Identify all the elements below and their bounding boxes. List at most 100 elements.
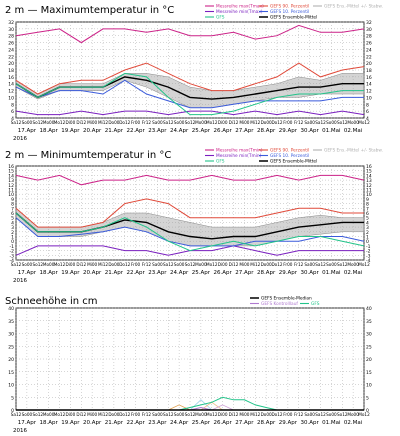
legend-label: Messreihe min(Tmin) (216, 153, 262, 159)
x-time-label: Mi12 (250, 412, 260, 417)
y-tick-label-right: 1 (366, 235, 369, 241)
x-time-label: Sa00 (152, 262, 163, 267)
y-tick-label-right: 10 (366, 383, 372, 389)
y-tick-label: 32 (8, 20, 14, 26)
x-time-label: Fr12 (142, 120, 151, 125)
x-time-label: Fr12 (142, 262, 151, 267)
x-time-label: Di12 (76, 412, 86, 417)
y-tick-label-right: 16 (366, 75, 372, 81)
y-tick-label: 28 (8, 34, 14, 40)
x-time-label: Mo00 (43, 412, 55, 417)
legend-label: Messreihe max(Tmax) (216, 4, 264, 10)
x-date-label: 18.Apr (39, 128, 58, 134)
chart-title-snow: Schneehöhe in cm (5, 296, 98, 307)
y-tick-label: 6 (11, 109, 14, 115)
x-time-label: Do00 (108, 412, 119, 417)
y-tick-label-right: 16 (366, 164, 372, 170)
x-time-label: Mi12 (98, 262, 108, 267)
x-time-label: Sa12 (11, 120, 22, 125)
y-tick-label: 8 (11, 202, 14, 208)
ensemble-member-line (211, 404, 234, 411)
y-tick-label-right: 5 (366, 395, 369, 401)
x-time-label: So12 (185, 412, 196, 417)
x-time-label: So00 (326, 262, 337, 267)
x-time-label: Sa00 (304, 262, 315, 267)
year-label: 2016 (13, 136, 27, 142)
x-date-label: 21.Apr (105, 270, 124, 276)
x-time-label: Sa12 (163, 120, 174, 125)
x-time-label: Mo00 (195, 412, 207, 417)
x-date-label: 28.Apr (257, 420, 276, 426)
x-date-label: 28.Apr (257, 128, 276, 134)
y-tick-label-right: 14 (366, 173, 372, 179)
x-time-label: Sa12 (315, 262, 326, 267)
y-tick-label: 20 (8, 61, 14, 67)
legend-label: GEFS Kontrolllauf (261, 301, 298, 307)
x-time-label: Sa12 (11, 412, 22, 417)
x-time-label: Mo00 (347, 412, 359, 417)
x-date-label: 26.Apr (213, 420, 232, 426)
y-tick-label: 14 (8, 82, 14, 88)
y-tick-label: 1 (11, 235, 14, 241)
x-date-label: 22.Apr (126, 128, 145, 134)
x-date-label: 27.Apr (235, 420, 254, 426)
x-time-label: Do12 (271, 412, 282, 417)
x-time-label: Do00 (108, 120, 119, 125)
x-time-label: Mo12 (54, 262, 66, 267)
y-tick-label: 8 (11, 102, 14, 108)
x-date-label: 29.Apr (279, 128, 298, 134)
chart-tmin: -4 -4-3 -3-2 -2-1 -10 01 12 23 34 45 56 67 78 89 910 10… (8, 148, 383, 284)
chart-title-tmax: 2 m — Maximumtemperatur in °C (5, 5, 175, 16)
y-tick-label-right: 15 (366, 169, 372, 175)
x-time-label: So12 (337, 262, 348, 267)
y-tick-label: 30 (8, 332, 14, 338)
y-tick-label-right: 35 (366, 319, 372, 325)
x-time-label: Di00 (66, 412, 76, 417)
x-time-label: Mi00 (239, 262, 249, 267)
y-tick-label: 0 (11, 239, 14, 245)
x-date-label: 25.Apr (192, 128, 211, 134)
y-tick-label-right: 28 (366, 34, 372, 40)
y-tick-label-right: 0 (366, 408, 369, 414)
y-tick-label-right: 20 (366, 61, 372, 67)
x-time-label: So12 (32, 262, 43, 267)
x-time-label: So12 (32, 412, 43, 417)
legend-label: GEFS Ensemble-Median (261, 296, 312, 302)
x-date-label: 27.Apr (235, 128, 254, 134)
x-date-label: 01.Mai (322, 270, 341, 276)
y-tick-label: 18 (8, 68, 14, 74)
x-time-label: Sa12 (315, 120, 326, 125)
x-time-label: Di00 (218, 120, 228, 125)
series-line (15, 198, 364, 228)
y-tick-label: 12 (8, 183, 14, 189)
legend-label: GEFS 90. Perzentil (270, 148, 309, 154)
legend-label: GEFS Ensemble-Mittel (270, 15, 317, 21)
y-tick-label-right: 3 (366, 225, 369, 231)
x-time-label: Di00 (218, 412, 228, 417)
y-tick-label: 15 (8, 169, 14, 175)
x-time-label: So00 (22, 262, 33, 267)
y-tick-label: 22 (8, 54, 14, 60)
y-tick-label: 12 (8, 89, 14, 95)
y-tick-label: 6 (11, 211, 14, 217)
x-date-label: 29.Apr (279, 270, 298, 276)
x-time-label: Fr12 (294, 262, 303, 267)
series-line (15, 72, 364, 116)
y-tick-label-right: 30 (366, 332, 372, 338)
x-date-label: 24.Apr (170, 128, 189, 134)
x-time-label: Fr00 (283, 120, 292, 125)
y-tick-label: -2 (10, 249, 15, 255)
y-tick-label-right: 10 (366, 192, 372, 198)
y-tick-label-right: 5 (366, 216, 369, 222)
x-time-label: Fr00 (283, 412, 292, 417)
legend-label: GFS (216, 159, 225, 165)
y-tick-label: 0 (11, 408, 14, 414)
y-tick-label-right: 0 (366, 239, 369, 245)
x-time-label: Mo00 (195, 120, 207, 125)
series-line (15, 212, 365, 252)
y-tick-label-right: 22 (366, 54, 372, 60)
x-time-label: Fr12 (294, 412, 303, 417)
x-time-label: So12 (32, 120, 43, 125)
